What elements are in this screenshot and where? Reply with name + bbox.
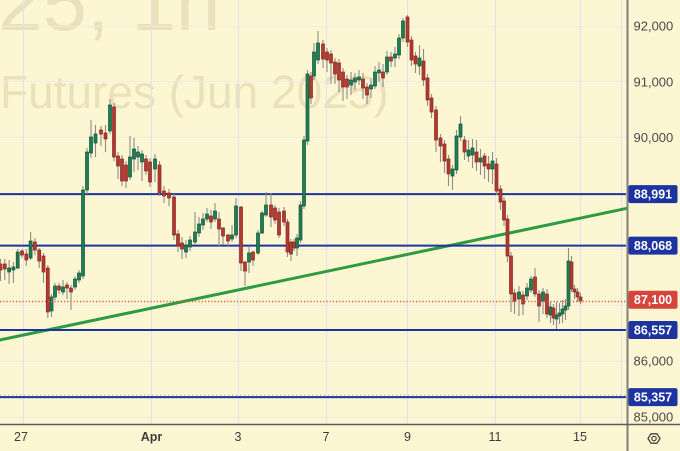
svg-text:Apr: Apr	[141, 430, 163, 444]
svg-text:3: 3	[235, 430, 242, 444]
svg-text:88,991: 88,991	[634, 188, 672, 202]
svg-text:85,357: 85,357	[634, 391, 672, 405]
svg-text:85,000: 85,000	[634, 410, 674, 425]
svg-text:90,000: 90,000	[634, 130, 674, 145]
svg-text:86,557: 86,557	[634, 324, 672, 338]
svg-text:25, 1h: 25, 1h	[0, 0, 220, 47]
svg-text:9: 9	[404, 430, 411, 444]
svg-text:Futures (Jun 2025): Futures (Jun 2025)	[0, 66, 389, 118]
svg-text:7: 7	[323, 430, 330, 444]
svg-text:11: 11	[489, 430, 502, 444]
svg-text:27: 27	[14, 430, 28, 444]
svg-text:91,000: 91,000	[634, 74, 674, 89]
svg-text:92,000: 92,000	[634, 19, 674, 34]
svg-text:88,068: 88,068	[634, 239, 672, 253]
svg-text:86,000: 86,000	[634, 354, 674, 369]
svg-text:15: 15	[573, 430, 587, 444]
svg-text:87,100: 87,100	[634, 293, 672, 307]
